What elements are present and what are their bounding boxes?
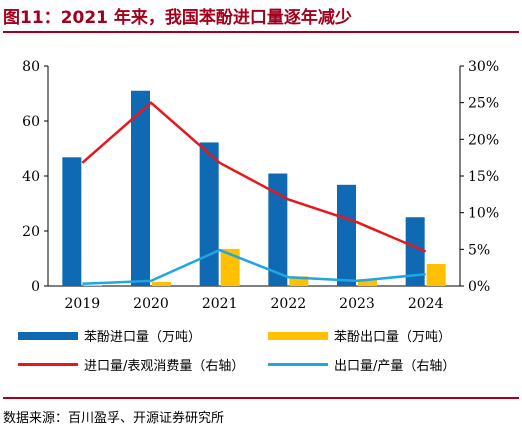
right-tick-label: 25% (468, 96, 499, 112)
import-bar (337, 184, 356, 286)
export-bar (152, 281, 171, 286)
bars-group (62, 90, 446, 286)
x-tick-label: 2023 (339, 296, 375, 312)
export-bar (289, 276, 309, 286)
source-note: 数据来源：百川盈孚、开源证券研究所 (3, 411, 225, 426)
x-tick-label: 2019 (65, 296, 101, 312)
right-tick-label: 15% (468, 169, 499, 185)
import-bar (405, 217, 425, 286)
export-ratio-line (82, 248, 426, 286)
title-underline (3, 31, 519, 33)
left-tick-label: 80 (22, 59, 40, 75)
right-tick-label: 0% (468, 279, 490, 295)
figure-title: 图11：2021 年来，我国苯酚进口量逐年减少 (3, 8, 352, 28)
import-bar (268, 173, 288, 286)
source-separator (3, 397, 519, 399)
axes-group (44, 65, 464, 287)
x-tick-label: 2024 (408, 296, 444, 312)
import-bar (131, 90, 150, 286)
export-bar (83, 285, 103, 286)
x-tick-label: 2022 (271, 296, 307, 312)
left-tick-label: 0 (31, 279, 40, 295)
right-tick-label: 5% (468, 242, 490, 258)
left-tick-label: 20 (22, 224, 40, 240)
import-bar (199, 142, 219, 286)
labels-group: 0 20 40 60 80 0% 5% 10% 15% 20% 25% 30% 2019 2020 2021… (22, 59, 499, 312)
x-tick-label: 2020 (133, 296, 169, 312)
right-tick-label: 20% (468, 132, 499, 148)
export-bar (426, 264, 446, 286)
left-tick-label: 60 (22, 114, 40, 130)
export-bar (220, 248, 240, 286)
export-bar (358, 279, 377, 286)
import-ratio-line (81, 101, 427, 253)
right-tick-label: 30% (468, 59, 499, 75)
import-bar (62, 157, 82, 286)
right-tick-label: 10% (468, 206, 499, 222)
left-tick-label: 40 (22, 169, 40, 185)
x-tick-label: 2021 (202, 296, 238, 312)
lines-group (81, 101, 427, 286)
